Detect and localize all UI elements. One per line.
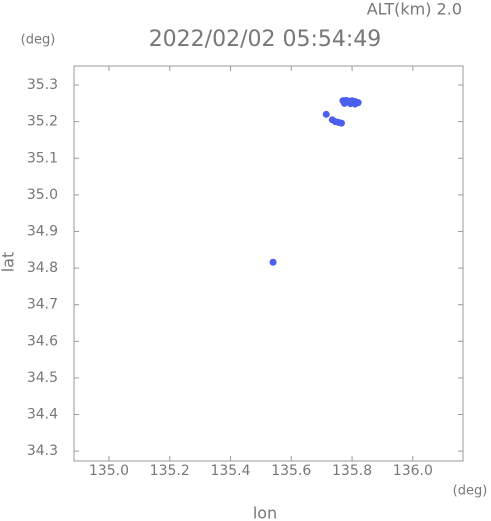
- altitude: ALT(km) 2.0: [367, 0, 462, 19]
- y-tick-label: 34.3: [27, 443, 58, 459]
- echo-point: [337, 119, 345, 127]
- y-tick-label: 34.9: [27, 223, 58, 239]
- y-tick-label: 34.7: [27, 297, 58, 313]
- y-tick-label: 34.6: [27, 333, 58, 349]
- plot-frame: [73, 65, 464, 462]
- x-tick-label: 135.6: [271, 463, 311, 479]
- x-tick-label: 135.0: [89, 463, 129, 479]
- x-tick-label: 135.2: [150, 463, 190, 479]
- y-tick-label: 35.0: [27, 187, 58, 203]
- y-tick-label: 35.2: [27, 114, 58, 130]
- y-tick-label: 35.3: [27, 77, 58, 93]
- chart-title: 2022/02/02 05:54:49: [149, 27, 382, 52]
- x-unit: (deg): [453, 484, 488, 499]
- echo-point: [322, 110, 330, 118]
- y-tick-label: 34.5: [27, 370, 58, 386]
- y-unit: (deg): [21, 33, 56, 48]
- echo-point: [269, 258, 277, 266]
- y-tick-label: 34.8: [27, 260, 58, 276]
- y-tick-label: 35.1: [27, 150, 58, 166]
- echo-point: [340, 99, 348, 107]
- y-tick-label: 34.4: [27, 407, 58, 423]
- x-tick-label: 135.8: [332, 463, 372, 479]
- x-tick-label: 136.0: [393, 463, 433, 479]
- x-axis-label: lon: [253, 504, 277, 521]
- x-tick-label: 135.4: [210, 463, 250, 479]
- echo-point: [351, 100, 359, 108]
- y-axis-label: lat: [0, 252, 18, 273]
